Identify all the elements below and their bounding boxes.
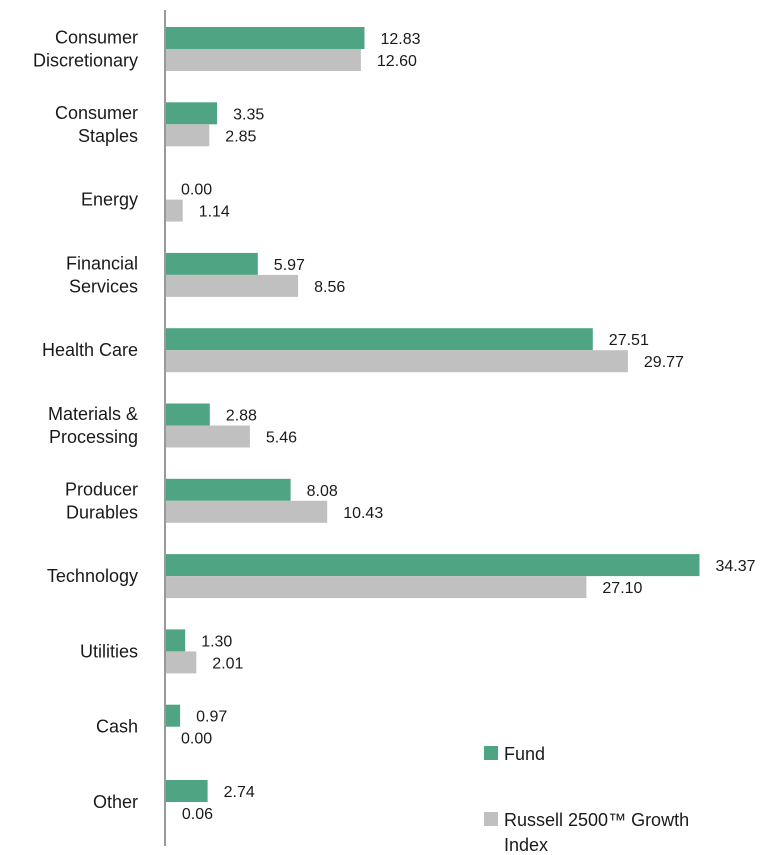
category-labels: Consumer Discretionary Consumer Staples Ener… <box>33 28 138 813</box>
index-value-label: 0.06 <box>182 806 213 823</box>
legend-label-fund: Fund <box>504 744 545 764</box>
index-value-label: 10.43 <box>343 505 383 522</box>
index-value-label: 0.00 <box>181 731 212 748</box>
index-value-label: 29.77 <box>644 354 684 371</box>
index-value-label: 8.56 <box>314 279 345 296</box>
category-label: Financial <box>66 253 138 273</box>
legend: Fund Russell 2500™ Growth Index <box>484 744 689 855</box>
legend-swatch-index <box>484 812 498 826</box>
fund-value-label: 27.51 <box>609 332 649 349</box>
fund-value-label: 34.37 <box>716 558 756 575</box>
index-value-label: 1.14 <box>199 204 230 221</box>
fund-value-label: 8.08 <box>307 483 338 500</box>
fund-bar <box>165 102 218 125</box>
fund-bar <box>165 403 210 426</box>
category-label: Services <box>69 276 138 296</box>
index-value-label: 2.85 <box>225 128 256 145</box>
value-labels: 12.83 12.60 3.35 2.85 0.00 1.14 5.97 8.56 27.51 2… <box>181 31 756 823</box>
fund-value-label: 2.74 <box>224 784 255 801</box>
fund-value-label: 3.35 <box>233 106 264 123</box>
bars <box>165 27 700 824</box>
index-bar <box>165 651 197 674</box>
fund-bar <box>165 252 258 275</box>
category-label: Producer <box>65 479 138 499</box>
index-bar <box>165 124 210 147</box>
index-bar <box>165 199 183 222</box>
category-label: Consumer <box>55 103 138 123</box>
fund-value-label: 12.83 <box>381 31 421 48</box>
index-bar <box>165 425 250 448</box>
legend-label-index: Index <box>504 835 548 855</box>
category-label: Processing <box>49 427 138 447</box>
fund-value-label: 5.97 <box>274 257 305 274</box>
index-value-label: 12.60 <box>377 53 417 70</box>
index-bar <box>165 274 299 297</box>
index-value-label: 27.10 <box>602 580 642 597</box>
fund-value-label: 0.00 <box>181 182 212 199</box>
category-label: Consumer <box>55 28 138 48</box>
index-bar <box>165 500 328 523</box>
index-bar <box>165 576 587 599</box>
fund-bar <box>165 554 700 577</box>
category-label: Technology <box>47 566 138 586</box>
category-label: Other <box>93 792 138 812</box>
category-label: Materials & <box>48 404 138 424</box>
fund-value-label: 2.88 <box>226 408 257 425</box>
category-label: Discretionary <box>33 51 138 71</box>
index-bar <box>165 49 361 71</box>
index-value-label: 5.46 <box>266 430 297 447</box>
fund-value-label: 1.30 <box>201 633 232 650</box>
fund-value-label: 0.97 <box>196 709 227 726</box>
fund-bar <box>165 780 208 802</box>
legend-swatch-fund <box>484 746 498 760</box>
category-label: Cash <box>96 717 138 737</box>
category-label: Utilities <box>80 641 138 661</box>
index-bar <box>165 350 628 373</box>
category-label: Health Care <box>42 340 138 360</box>
legend-label-index: Russell 2500™ Growth <box>504 810 689 830</box>
category-label: Energy <box>81 190 138 210</box>
fund-bar <box>165 704 181 727</box>
category-label: Staples <box>78 126 138 146</box>
index-value-label: 2.01 <box>212 655 243 672</box>
fund-bar <box>165 328 593 351</box>
fund-bar <box>165 27 365 49</box>
fund-bar <box>165 478 291 501</box>
fund-bar <box>165 629 186 652</box>
category-label: Durables <box>66 502 138 522</box>
